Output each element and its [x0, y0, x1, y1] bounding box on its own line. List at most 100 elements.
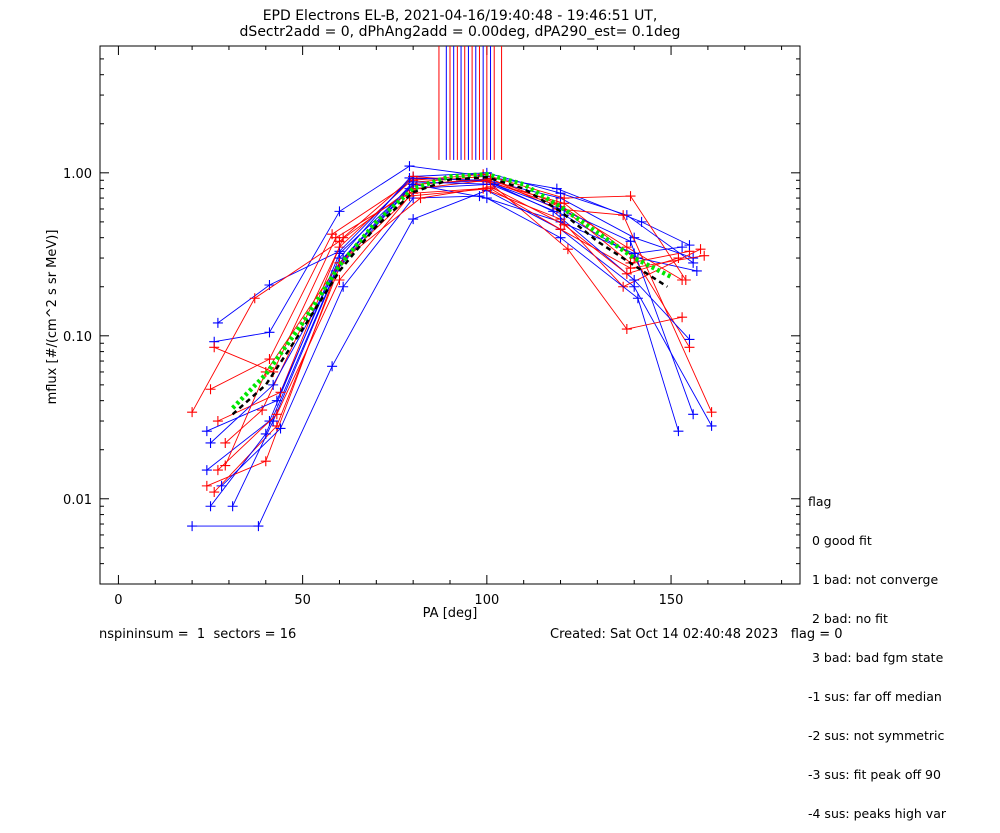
data-point: [673, 426, 684, 437]
data-point: [684, 240, 695, 251]
x-tick-label: 100: [474, 593, 499, 608]
y-tick-label: 0.01: [63, 493, 92, 508]
data-point: [209, 487, 220, 498]
data-series: [187, 46, 717, 532]
data-point: [688, 257, 699, 268]
legend-item: 2 bad: no fit: [808, 611, 888, 626]
data-point: [268, 379, 279, 390]
data-point: [618, 210, 629, 221]
legend-item: -3 sus: fit peak off 90: [808, 767, 941, 782]
data-point: [253, 521, 264, 532]
data-point: [688, 409, 699, 420]
x-axis-label: PA [deg]: [423, 606, 478, 621]
data-point: [625, 236, 636, 247]
data-point: [264, 327, 275, 338]
data-point: [680, 274, 691, 285]
series-line: [225, 178, 690, 444]
fit-curve-black: [231, 175, 669, 416]
data-point: [474, 191, 485, 202]
data-point: [338, 281, 349, 292]
data-point: [485, 181, 496, 192]
data-point: [260, 456, 271, 467]
data-point: [201, 426, 212, 437]
legend-item: 3 bad: bad fgm state: [808, 650, 944, 665]
data-point: [559, 219, 570, 230]
series-line: [206, 179, 694, 471]
fit-curve-green: [231, 171, 673, 410]
data-point: [699, 250, 710, 261]
x-tick-label: 50: [294, 593, 311, 608]
data-point: [695, 244, 706, 255]
data-point: [220, 460, 231, 471]
data-point: [677, 312, 688, 323]
data-point: [205, 501, 216, 512]
data-point: [706, 407, 717, 418]
data-point: [212, 317, 223, 328]
data-point: [249, 293, 260, 304]
data-point: [677, 242, 688, 253]
data-point: [706, 420, 717, 431]
legend-item: -2 sus: not symmetric: [808, 728, 945, 743]
series-line: [191, 178, 713, 413]
plot-area: 0 50 100 150 0.01 0.10 1.00 PA [deg] mflux [#/…: [45, 45, 801, 621]
data-point: [625, 263, 636, 274]
data-point: [629, 248, 640, 259]
legend-item: 1 bad: not converge: [808, 572, 939, 587]
data-point: [555, 188, 566, 199]
data-point: [632, 293, 643, 304]
data-point: [330, 232, 341, 243]
data-point: [334, 274, 345, 285]
data-point: [275, 423, 286, 434]
y-tick-label: 1.00: [63, 167, 92, 182]
data-point: [548, 206, 559, 217]
series-line: [224, 186, 679, 466]
data-point: [621, 268, 632, 279]
data-point: [227, 501, 238, 512]
y-axis-label: mflux [#/(cm^2 s sr MeV)]: [45, 230, 60, 405]
data-point: [201, 480, 212, 491]
y-tick-label: 0.10: [63, 330, 92, 345]
series-line: [210, 181, 690, 444]
series-line: [232, 183, 679, 507]
data-point: [691, 265, 702, 276]
footer-created-info: Created: Sat Oct 14 02:40:48 2023 flag =…: [550, 627, 843, 642]
legend-item: -4 sus: peaks high var: [808, 806, 947, 821]
data-point: [271, 409, 282, 420]
series-line: [221, 195, 683, 487]
series-line: [217, 188, 705, 471]
chart-title-line2: dSectr2add = 0, dPhAng2add = 0.00deg, dP…: [239, 24, 681, 40]
series-line: [192, 189, 712, 527]
legend-item: 0 good fit: [808, 533, 872, 548]
data-point: [684, 334, 695, 345]
data-point: [408, 176, 419, 187]
data-point: [415, 193, 426, 204]
data-point: [216, 480, 227, 491]
flag-legend: flag 0 good fit 1 bad: not converge 2 ba…: [808, 469, 946, 833]
data-point: [334, 206, 345, 217]
data-point: [673, 253, 684, 264]
data-point: [555, 232, 566, 243]
data-point: [187, 407, 198, 418]
axes: 0 50 100 150 0.01 0.10 1.00: [63, 45, 800, 608]
data-point: [327, 361, 338, 372]
data-point: [220, 437, 231, 448]
data-point: [625, 191, 636, 202]
data-point: [209, 342, 220, 353]
x-tick-label: 0: [114, 593, 122, 608]
data-point: [562, 244, 573, 255]
data-point: [205, 384, 216, 395]
data-point: [212, 416, 223, 427]
series-line: [214, 179, 683, 373]
chart-title-line1: EPD Electrons EL-B, 2021-04-16/19:40:48 …: [262, 8, 658, 24]
series-line: [213, 176, 683, 493]
series-line: [214, 165, 690, 343]
data-point: [271, 395, 282, 406]
data-point: [187, 521, 198, 532]
data-point: [408, 214, 419, 225]
x-tick-label: 150: [659, 593, 684, 608]
legend-title: flag: [808, 494, 832, 509]
data-point: [201, 465, 212, 476]
data-point: [212, 465, 223, 476]
data-point: [404, 161, 415, 172]
legend-item: -1 sus: far off median: [808, 689, 942, 704]
